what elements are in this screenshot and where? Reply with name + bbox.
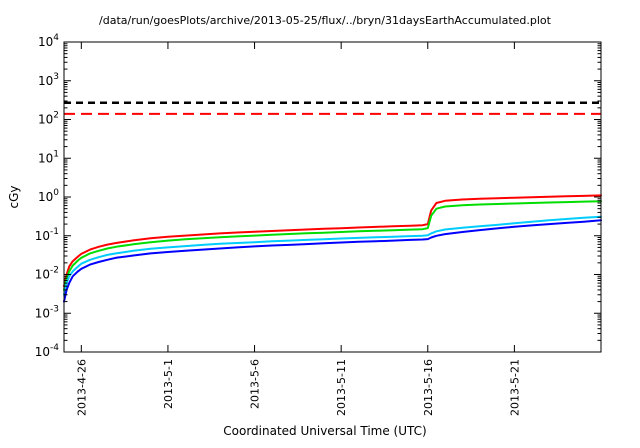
x-tick-label: 2013-5-1: [162, 359, 175, 409]
y-tick-label: 104: [38, 33, 59, 49]
plot-title: /data/run/goesPlots/archive/2013-05-25/f…: [99, 14, 551, 27]
x-tick-label: 2013-5-11: [335, 359, 348, 416]
y-tick-label: 103: [38, 72, 59, 88]
x-tick-label: 2013-5-21: [508, 359, 521, 416]
x-tick-label: 2013-4-26: [75, 359, 88, 416]
x-tick-label: 2013-5-6: [249, 359, 262, 409]
y-tick-label: 101: [38, 149, 59, 165]
series-line-red: [63, 194, 602, 288]
series-line-blue: [63, 219, 602, 303]
series-line-green: [63, 200, 602, 291]
y-tick-label: 100: [38, 188, 59, 204]
x-axis-label: Coordinated Universal Time (UTC): [223, 424, 427, 438]
x-tick-label: 2013-5-16: [422, 359, 435, 416]
y-tick-label: 10-2: [35, 266, 59, 282]
series-line-cyan: [63, 215, 602, 296]
y-tick-label: 10-4: [35, 343, 60, 359]
y-tick-label: 10-3: [35, 304, 59, 320]
y-tick-label: 10-1: [35, 227, 59, 243]
y-tick-label: 102: [38, 111, 59, 127]
